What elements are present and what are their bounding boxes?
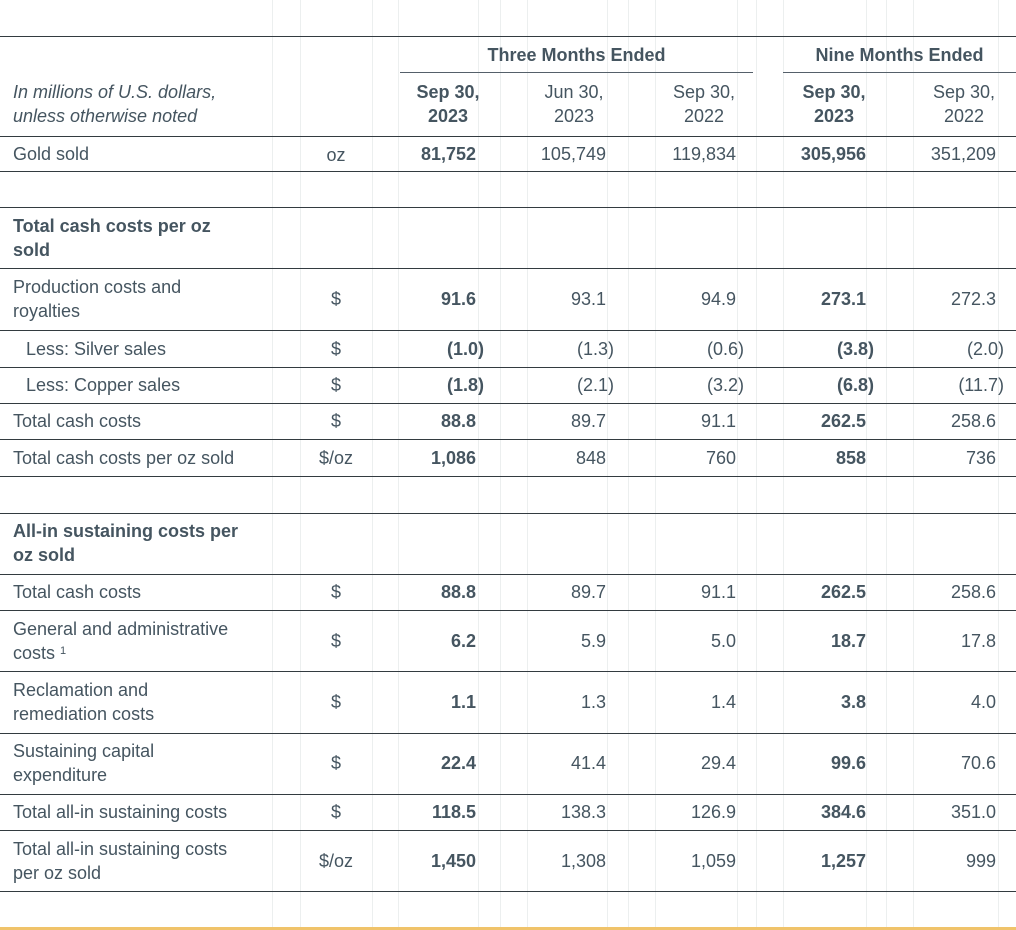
cell: (1.3) [576, 339, 614, 359]
row-unit: oz [326, 145, 346, 165]
col-header-3: Sep 30, 2022 [672, 82, 736, 126]
cell: 1.3 [580, 692, 606, 712]
row-label: Total cash costs [13, 582, 142, 602]
col-header-2: Jun 30, 2023 [544, 82, 604, 126]
cell: 81,752 [420, 144, 476, 164]
cell: (2.1) [576, 375, 614, 395]
cell: (6.8) [836, 375, 874, 395]
section-title-aisc: All-in sustaining costs per oz sold [13, 521, 239, 565]
cell: 5.9 [580, 631, 606, 651]
cell: 1,257 [820, 851, 866, 871]
cell: 262.5 [820, 411, 866, 431]
cell: 94.9 [700, 289, 736, 309]
cell: 1.4 [710, 692, 736, 712]
cell: (1.8) [446, 375, 484, 395]
cell: 258.6 [950, 411, 996, 431]
section-title-cash: Total cash costs per oz sold [13, 216, 211, 260]
cell: (1.0) [446, 339, 484, 359]
cell: 105,749 [540, 144, 606, 164]
cell: 91.1 [700, 411, 736, 431]
row-label: Reclamation and remediation costs [13, 680, 155, 724]
col-header-5: Sep 30, 2022 [932, 82, 996, 126]
cell: 88.8 [440, 411, 476, 431]
cell: 351.0 [950, 802, 996, 822]
cell: 999 [965, 851, 996, 871]
cell: (0.6) [706, 339, 744, 359]
caption-line2: unless otherwise noted [13, 106, 198, 126]
cell: 89.7 [570, 582, 606, 602]
row-unit: $ [330, 339, 341, 359]
row-unit: $ [330, 631, 341, 651]
col-header-1: Sep 30, 2023 [416, 82, 480, 126]
cell: 88.8 [440, 582, 476, 602]
row-unit: $ [330, 411, 341, 431]
row-unit: $ [330, 375, 341, 395]
cell: 258.6 [950, 582, 996, 602]
row-label: General and administrative costs 1 [13, 619, 229, 663]
row-label: Total all-in sustaining costs per oz sold [13, 839, 228, 883]
cell: 760 [705, 448, 736, 468]
row-label: Total all-in sustaining costs [13, 802, 228, 822]
cell: 384.6 [820, 802, 866, 822]
cell: 22.4 [440, 753, 476, 773]
cell: 119,834 [672, 144, 736, 164]
cell: 93.1 [570, 289, 606, 309]
cell: 29.4 [700, 753, 736, 773]
cell: 99.6 [830, 753, 866, 773]
cell: 138.3 [560, 802, 606, 822]
cell: (11.7) [958, 375, 1004, 395]
row-unit: $/oz [318, 851, 354, 871]
row-label: Sustaining capital expenditure [13, 741, 155, 785]
cell: 91.1 [700, 582, 736, 602]
cell: 1,308 [560, 851, 606, 871]
cell: (3.8) [836, 339, 874, 359]
row-unit: $ [330, 753, 341, 773]
cell: 126.9 [690, 802, 736, 822]
cell: 91.6 [440, 289, 476, 309]
row-label: Total cash costs per oz sold [13, 448, 235, 468]
cell: (2.0) [966, 339, 1004, 359]
row-unit: $ [330, 802, 341, 822]
cell: 6.2 [450, 631, 476, 651]
cell: 89.7 [570, 411, 606, 431]
cell: 41.4 [570, 753, 606, 773]
cell: 70.6 [960, 753, 996, 773]
row-label: Gold sold [13, 144, 90, 164]
cell: 305,956 [800, 144, 866, 164]
row-unit: $ [330, 692, 341, 712]
col-header-4: Sep 30, 2023 [802, 82, 866, 126]
cell: 273.1 [820, 289, 866, 309]
cell: 736 [965, 448, 996, 468]
cell: 1.1 [450, 692, 476, 712]
bottom-accent-bar [0, 927, 1016, 930]
row-unit: $ [330, 289, 341, 309]
cell: 262.5 [820, 582, 866, 602]
cell: (3.2) [706, 375, 744, 395]
row-label: Less: Silver sales [26, 339, 167, 359]
group-nine-months: Nine Months Ended [815, 45, 984, 65]
row-unit: $/oz [318, 448, 354, 468]
cell: 848 [575, 448, 606, 468]
cell: 272.3 [950, 289, 996, 309]
footnote-marker: 1 [60, 645, 67, 657]
cell: 18.7 [830, 631, 866, 651]
row-label: Total cash costs [13, 411, 142, 431]
group-three-months: Three Months Ended [487, 45, 666, 65]
cell: 351,209 [930, 144, 996, 164]
cell: 118.5 [431, 802, 476, 822]
cell: 1,450 [430, 851, 476, 871]
cell: 3.8 [840, 692, 866, 712]
cell: 1,059 [690, 851, 736, 871]
row-label: Production costs and royalties [13, 277, 182, 321]
cell: 1,086 [430, 448, 476, 468]
row-unit: $ [330, 582, 341, 602]
cell: 858 [835, 448, 866, 468]
cell: 5.0 [710, 631, 736, 651]
cell: 17.8 [960, 631, 996, 651]
cell: 4.0 [970, 692, 996, 712]
row-label: Less: Copper sales [26, 375, 181, 395]
caption-line1: In millions of U.S. dollars, [13, 82, 217, 102]
